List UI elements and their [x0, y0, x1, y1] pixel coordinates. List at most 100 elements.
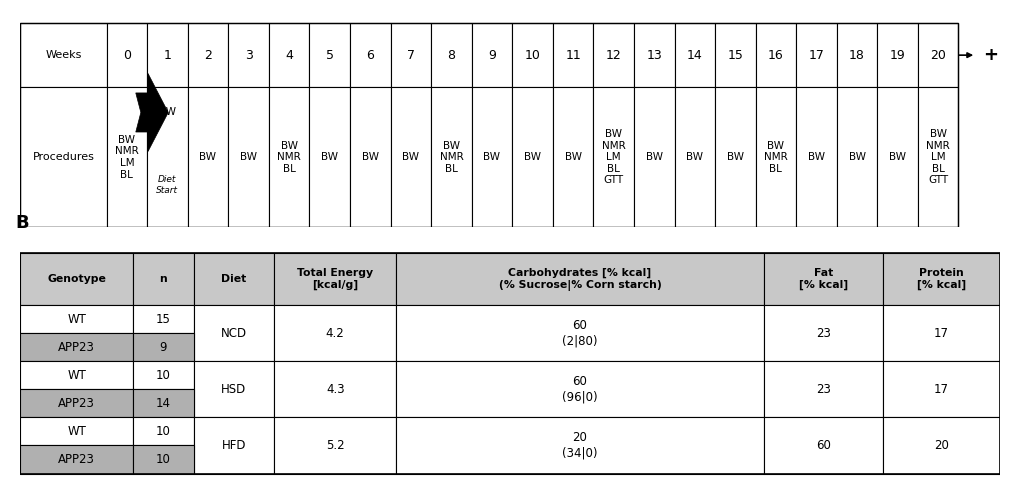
Text: Procedures: Procedures	[33, 152, 95, 162]
Bar	[20, 87, 106, 227]
Text: 23: 23	[815, 326, 829, 340]
Text: 9: 9	[159, 341, 167, 354]
Bar	[876, 23, 917, 87]
Text: 7: 7	[407, 49, 415, 61]
Bar	[106, 87, 147, 227]
Text: 8: 8	[447, 49, 454, 61]
Bar	[396, 417, 763, 473]
Text: 19: 19	[889, 49, 905, 61]
Text: 3: 3	[245, 49, 253, 61]
Bar	[882, 417, 999, 473]
Text: 1: 1	[163, 49, 171, 61]
Text: 17: 17	[933, 326, 948, 340]
Text: BW: BW	[565, 152, 581, 162]
Text: Diet
Start: Diet Start	[156, 175, 178, 195]
Text: HSD: HSD	[221, 383, 247, 396]
Text: BW: BW	[401, 152, 419, 162]
Bar	[674, 23, 714, 87]
Bar	[132, 389, 194, 417]
Polygon shape	[136, 73, 168, 152]
Bar	[194, 253, 274, 305]
Bar	[20, 253, 132, 305]
Bar	[187, 23, 228, 87]
Bar	[755, 23, 796, 87]
Bar	[20, 23, 106, 87]
Bar	[274, 361, 396, 417]
Bar	[274, 305, 396, 361]
Bar	[309, 87, 350, 227]
Bar	[396, 305, 763, 361]
Text: APP23: APP23	[58, 453, 95, 466]
Bar	[836, 87, 876, 227]
Text: APP23: APP23	[58, 341, 95, 354]
Text: +: +	[982, 46, 998, 64]
Bar	[796, 87, 836, 227]
Bar	[147, 23, 187, 87]
Bar	[132, 417, 194, 446]
Text: n: n	[159, 274, 167, 284]
Bar	[106, 23, 147, 87]
Bar	[396, 253, 763, 305]
Bar	[147, 87, 187, 227]
Bar	[836, 23, 876, 87]
Text: 13: 13	[646, 49, 661, 61]
Bar	[132, 361, 194, 389]
Text: 5: 5	[325, 49, 333, 61]
Bar	[552, 87, 593, 227]
Text: A: A	[15, 0, 30, 1]
Text: Genotype: Genotype	[47, 274, 106, 284]
Text: HFD: HFD	[221, 439, 246, 452]
Text: BW: BW	[807, 152, 824, 162]
Text: BW: BW	[727, 152, 743, 162]
Bar	[796, 23, 836, 87]
Text: Diet: Diet	[221, 274, 247, 284]
Bar	[132, 446, 194, 473]
Text: 14: 14	[156, 397, 171, 410]
Bar	[431, 87, 471, 227]
Bar	[755, 87, 796, 227]
Text: 6: 6	[366, 49, 374, 61]
Bar	[882, 253, 999, 305]
Text: APP23: APP23	[58, 397, 95, 410]
Bar	[20, 333, 132, 361]
Text: WT: WT	[67, 369, 86, 382]
Text: 18: 18	[848, 49, 864, 61]
Bar	[512, 87, 552, 227]
Bar	[20, 389, 132, 417]
Text: BW: BW	[483, 152, 500, 162]
Bar	[20, 417, 132, 446]
Text: 16: 16	[767, 49, 783, 61]
Text: Total Energy
[kcal/g]: Total Energy [kcal/g]	[297, 268, 373, 290]
Text: 23: 23	[815, 383, 829, 396]
Text: 9: 9	[487, 49, 495, 61]
Text: 2: 2	[204, 49, 212, 61]
Text: 20: 20	[929, 49, 946, 61]
Bar	[269, 87, 309, 227]
Text: WT: WT	[67, 425, 86, 438]
Text: 20
(34|0): 20 (34|0)	[561, 431, 597, 460]
Bar	[274, 417, 396, 473]
Text: 17: 17	[808, 49, 823, 61]
Text: 12: 12	[605, 49, 621, 61]
Text: B: B	[15, 214, 30, 232]
Text: 10: 10	[156, 369, 170, 382]
Bar	[194, 361, 274, 417]
Bar	[593, 23, 634, 87]
Bar	[593, 87, 634, 227]
Text: NCD: NCD	[220, 326, 247, 340]
Text: 15: 15	[727, 49, 743, 61]
Bar	[714, 87, 755, 227]
Bar	[20, 446, 132, 473]
Text: BW: BW	[524, 152, 540, 162]
Text: WT: WT	[67, 313, 86, 325]
Bar	[194, 305, 274, 361]
Text: BW
NMR
BL: BW NMR BL	[439, 141, 463, 174]
Bar	[714, 23, 755, 87]
Bar	[552, 23, 593, 87]
Text: BW
NMR
LM
BL
GTT: BW NMR LM BL GTT	[601, 129, 625, 185]
Text: BW: BW	[200, 152, 216, 162]
Bar	[269, 23, 309, 87]
Text: 0: 0	[122, 49, 130, 61]
Bar	[763, 361, 882, 417]
Text: BW: BW	[645, 152, 662, 162]
